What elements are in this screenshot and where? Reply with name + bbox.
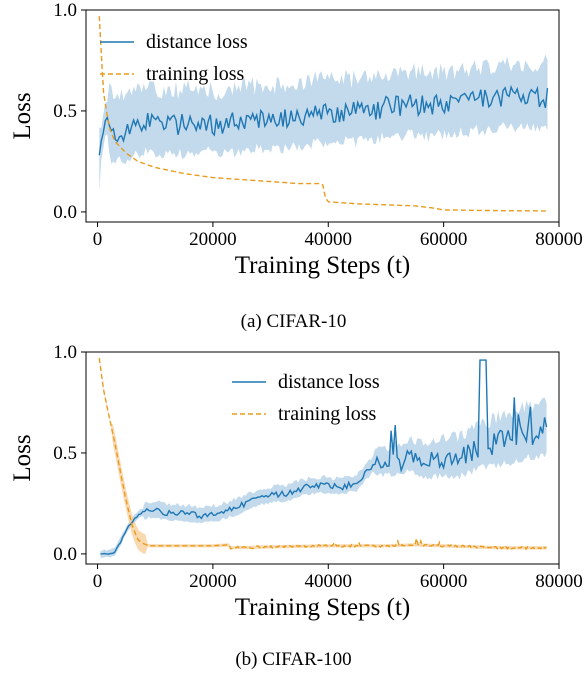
y-axis-label: Loss xyxy=(9,434,36,481)
training-loss-line xyxy=(98,16,547,212)
legend-distance-label: distance loss xyxy=(146,31,248,53)
distance-loss-band xyxy=(100,397,547,558)
x-axis-label: Training Steps (t) xyxy=(235,594,410,621)
x-tick-label: 60000 xyxy=(420,229,468,250)
training-loss-band xyxy=(99,356,547,554)
chart-cifar100: 0 20000 40000 60000 80000 0.0 0.5 1.0 Training S… xyxy=(9,342,583,621)
distance-loss-line xyxy=(100,359,548,555)
legend-training-label: training loss xyxy=(146,63,245,85)
y-tick-label: 0.5 xyxy=(53,443,77,464)
y-tick-label: 0.0 xyxy=(53,202,77,223)
x-tick-label: 20000 xyxy=(189,571,237,592)
y-tick-label: 1.0 xyxy=(53,0,77,21)
y-axis-label: Loss xyxy=(9,92,36,139)
caption-cifar10: (a) CIFAR-10 xyxy=(240,311,347,332)
x-tick-label: 20000 xyxy=(189,229,237,250)
x-tick-label: 0 xyxy=(93,571,103,592)
axes-frame xyxy=(85,9,560,223)
axes-frame xyxy=(85,351,560,565)
y-tick-label: 0.5 xyxy=(53,101,77,122)
y-tick-label: 1.0 xyxy=(53,342,77,363)
chart-cifar10: 0 20000 40000 60000 80000 0.0 0.5 1.0 Training S… xyxy=(9,0,583,279)
x-tick-label: 60000 xyxy=(420,571,468,592)
legend-distance-label: distance loss xyxy=(278,371,380,393)
x-tick-label: 0 xyxy=(93,229,103,250)
y-tick-label: 0.0 xyxy=(53,544,77,565)
x-tick-label: 80000 xyxy=(535,571,583,592)
distance-loss-band xyxy=(99,54,548,192)
x-tick-label: 40000 xyxy=(305,229,353,250)
caption-cifar100: (b) CIFAR-100 xyxy=(235,649,352,670)
legend-training-label: training loss xyxy=(278,403,377,425)
x-axis-label: Training Steps (t) xyxy=(235,252,410,279)
x-tick-label: 80000 xyxy=(535,229,583,250)
distance-loss-line xyxy=(98,84,549,156)
x-tick-label: 40000 xyxy=(305,571,353,592)
